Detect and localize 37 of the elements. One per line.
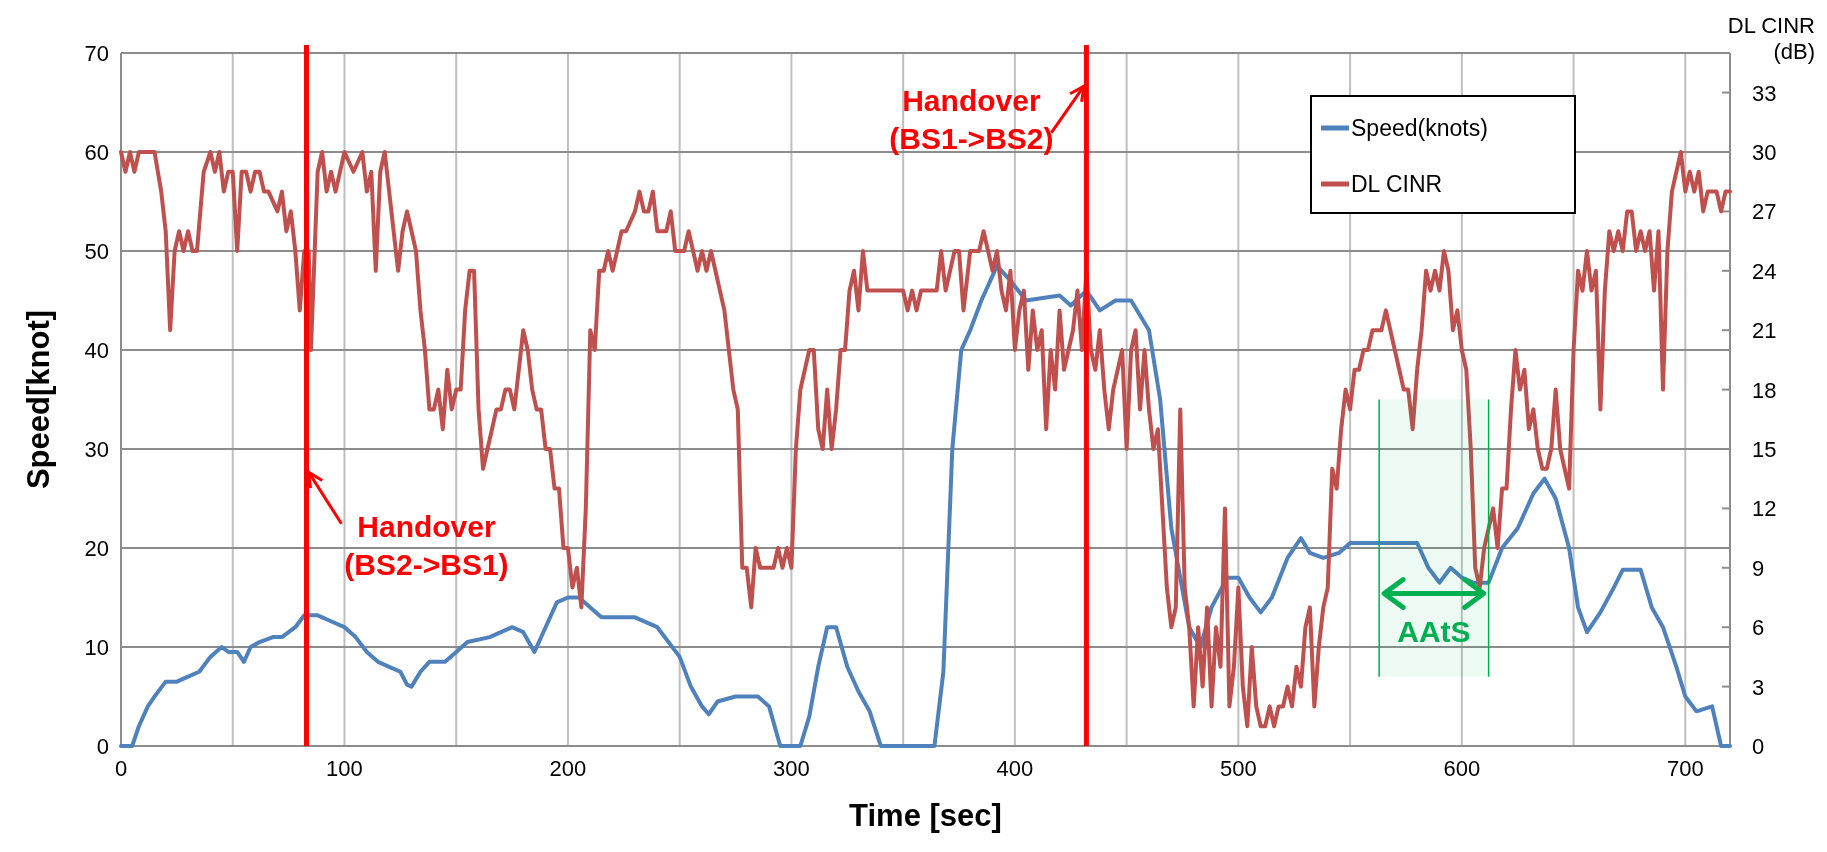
- x-tick-label: 100: [326, 756, 363, 781]
- x-tick-label: 400: [996, 756, 1034, 781]
- x-tick-label: 700: [1666, 756, 1704, 781]
- legend-label: DL CINR: [1351, 171, 1443, 197]
- y-tick-label: 50: [84, 239, 109, 264]
- y2-tick-label: 6: [1752, 615, 1765, 641]
- band-label: AAtS: [1397, 614, 1471, 648]
- y2-tick-label: 30: [1752, 140, 1777, 165]
- y-tick-label: 40: [84, 338, 109, 363]
- y2-tick-label: 9: [1752, 555, 1765, 581]
- y2-tick-label: 15: [1752, 437, 1777, 462]
- x-tick-label: 200: [549, 756, 587, 781]
- x-tick-label: 300: [773, 756, 810, 781]
- y-tick-label: 0: [96, 734, 109, 759]
- y-tick-label: 20: [84, 536, 109, 561]
- annotation: Handover (BS2->BS1): [344, 509, 509, 581]
- y2-axis-title: DL CINR (dB): [1727, 13, 1815, 64]
- x-axis-title: Time [sec]: [849, 798, 1002, 833]
- y2-tick-label: 12: [1752, 496, 1777, 522]
- y-tick-label: 60: [84, 140, 109, 165]
- y-tick-label: 30: [84, 437, 109, 462]
- x-tick-label: 0: [114, 756, 128, 781]
- y2-tick-label: 0: [1752, 734, 1765, 759]
- y-tick-label: 70: [84, 41, 109, 66]
- y2-tick-label: 18: [1752, 377, 1777, 403]
- legend-label: Speed(knots): [1351, 115, 1488, 141]
- annotation: Handover (BS1->BS2): [889, 83, 1054, 155]
- y-tick-label: 10: [84, 635, 109, 660]
- line-series: [119, 263, 1732, 748]
- y2-tick-label: 21: [1752, 318, 1777, 344]
- y2-tick-label: 27: [1752, 199, 1777, 225]
- y2-tick-label: 24: [1752, 258, 1777, 284]
- x-tick-label: 600: [1443, 756, 1481, 781]
- y2-tick-label: 33: [1752, 80, 1777, 106]
- y2-tick-label: 3: [1752, 674, 1765, 700]
- x-tick-label: 500: [1220, 756, 1257, 781]
- y-axis-title: Speed[knot]: [21, 309, 56, 490]
